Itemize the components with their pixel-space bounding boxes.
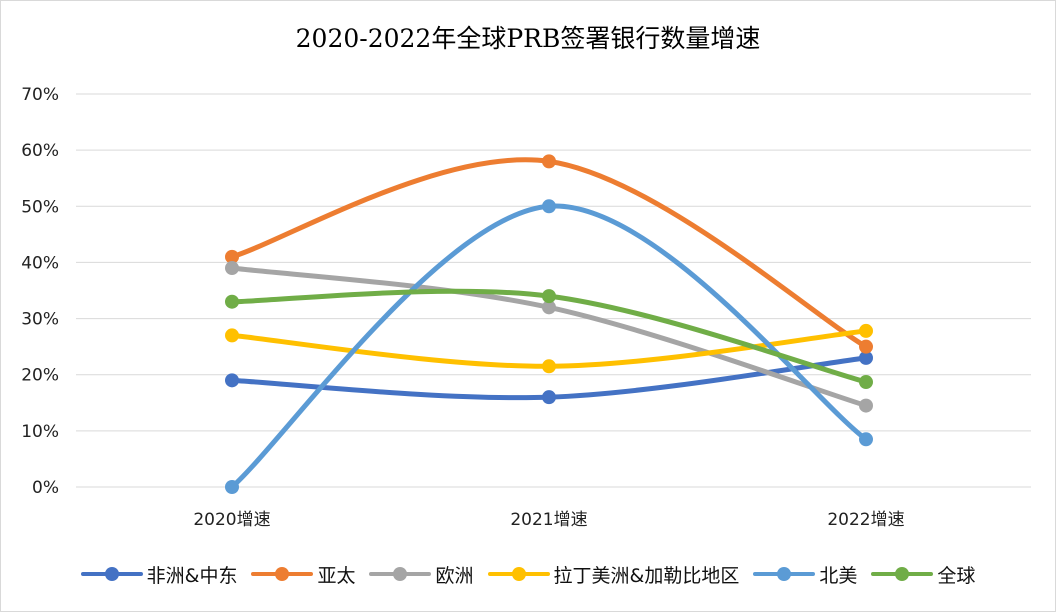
legend-label: 非洲&中东 <box>146 564 238 587</box>
x-tick-label: 2020增速 <box>193 510 270 530</box>
legend-item: 亚太 <box>251 561 355 588</box>
data-point <box>859 432 873 447</box>
legend-swatch <box>80 567 143 581</box>
data-point <box>859 398 873 413</box>
data-point <box>542 300 556 315</box>
data-point <box>542 390 556 405</box>
data-point <box>542 154 556 169</box>
legend-label: 亚太 <box>317 564 356 587</box>
legend-label: 拉丁美洲&加勒比地区 <box>553 564 740 587</box>
data-point <box>859 339 873 354</box>
legend-label: 欧洲 <box>435 564 474 587</box>
legend-swatch <box>871 567 934 581</box>
data-point <box>859 323 873 338</box>
data-point <box>225 480 239 494</box>
data-point <box>225 373 239 388</box>
data-point <box>542 289 556 304</box>
y-tick-label: 50% <box>21 197 59 217</box>
y-tick-label: 10% <box>21 422 59 442</box>
legend-item: 非洲&中东 <box>80 561 238 588</box>
y-tick-label: 70% <box>21 85 59 105</box>
legend-swatch <box>487 567 550 581</box>
y-tick-label: 0% <box>32 478 59 498</box>
y-tick-label: 60% <box>21 141 59 161</box>
legend-swatch <box>369 567 432 581</box>
data-point <box>859 350 873 365</box>
legend-swatch <box>251 567 314 581</box>
x-tick-label: 2022增速 <box>827 510 904 530</box>
y-tick-label: 20% <box>21 366 59 386</box>
data-point <box>225 328 239 343</box>
series-line-2 <box>229 265 869 409</box>
legend-swatch <box>753 567 816 581</box>
data-point <box>225 249 239 264</box>
chart-title: 2020-2022年全球PRB签署银行数量增速 <box>295 24 761 53</box>
legend-label: 北美 <box>819 564 858 587</box>
y-tick-label: 30% <box>21 310 59 330</box>
data-point <box>542 199 556 214</box>
y-tick-label: 40% <box>21 253 59 273</box>
legend-label: 全球 <box>937 564 976 587</box>
legend-item: 全球 <box>871 561 975 588</box>
chart-legend: 非洲&中东 亚太 欧洲 拉丁美洲&加勒比地区 北美 全球 <box>1 559 1055 589</box>
legend-item: 北美 <box>753 561 857 588</box>
data-point <box>225 261 239 276</box>
data-point <box>225 294 239 309</box>
data-point <box>542 359 556 374</box>
legend-item: 欧洲 <box>369 561 474 588</box>
data-point <box>859 375 873 390</box>
x-tick-label: 2021增速 <box>510 510 587 530</box>
legend-item: 拉丁美洲&加勒比地区 <box>487 561 740 588</box>
